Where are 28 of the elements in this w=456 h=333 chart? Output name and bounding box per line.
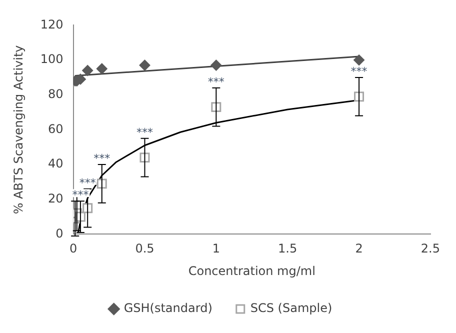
annotation: *** xyxy=(79,176,96,190)
legend-label: SCS (Sample) xyxy=(250,301,332,316)
annotation: *** xyxy=(94,152,111,165)
point xyxy=(210,60,222,71)
point xyxy=(139,60,150,71)
annotation: *** xyxy=(136,126,154,139)
y-axis-title: % ABTS Scavenging Activity xyxy=(11,45,26,214)
annotation: *** xyxy=(350,64,368,78)
y-tick-label: 60 xyxy=(48,122,64,136)
y-tick-label: 120 xyxy=(40,17,64,32)
y-tick-label: 20 xyxy=(48,191,64,206)
y-tick-label: 80 xyxy=(48,86,64,101)
x-tick-label: 0 xyxy=(69,242,78,256)
y-tick-label: 40 xyxy=(48,156,64,171)
point xyxy=(96,63,108,74)
annotation: *** xyxy=(72,188,90,202)
x-tick-label: 1 xyxy=(212,242,220,256)
x-tick-label: 0.5 xyxy=(135,242,154,256)
annotation: *** xyxy=(208,75,225,88)
y-tick-label: 100 xyxy=(40,52,64,66)
y-tick-label: 0 xyxy=(56,226,64,240)
x-tick-label: 2.5 xyxy=(420,242,440,256)
x-tick-label: 2 xyxy=(355,242,363,256)
legend-label: GSH(standard) xyxy=(124,301,212,316)
x-tick-label: 1.5 xyxy=(278,242,298,256)
x-axis-title: Concentration mg/ml xyxy=(188,264,316,278)
point xyxy=(82,64,94,76)
point xyxy=(354,54,365,66)
